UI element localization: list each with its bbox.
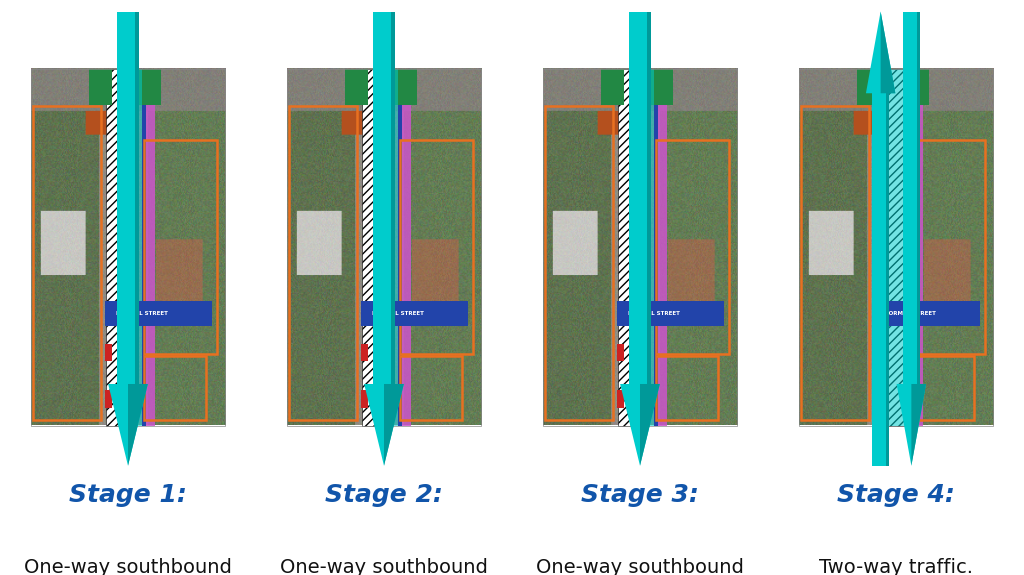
Bar — [104, 390, 113, 408]
Polygon shape — [128, 384, 147, 466]
Text: Stage 3:: Stage 3: — [581, 483, 699, 507]
Bar — [345, 69, 369, 105]
Bar — [906, 69, 929, 105]
Bar — [105, 69, 137, 426]
Bar — [143, 140, 217, 354]
Bar — [135, 12, 139, 384]
Polygon shape — [109, 384, 147, 466]
Bar — [118, 69, 141, 426]
Bar — [399, 140, 473, 354]
Bar — [145, 69, 156, 426]
Bar — [543, 69, 737, 426]
Bar — [397, 69, 402, 426]
Bar — [886, 93, 889, 466]
Bar — [104, 301, 212, 325]
Bar — [143, 355, 206, 420]
Bar — [873, 69, 905, 426]
Text: NORMAL STREET: NORMAL STREET — [116, 310, 168, 316]
Bar — [375, 69, 397, 426]
Bar — [799, 69, 993, 426]
Bar — [33, 106, 101, 420]
Bar — [655, 140, 729, 354]
Bar — [616, 390, 625, 408]
Bar — [801, 106, 869, 420]
Bar — [393, 69, 417, 105]
Bar — [911, 355, 974, 420]
Bar — [360, 301, 468, 325]
Text: NORMAL STREET: NORMAL STREET — [884, 310, 936, 316]
Bar — [872, 93, 889, 466]
Bar — [916, 12, 920, 384]
Bar — [911, 140, 985, 354]
Polygon shape — [365, 384, 403, 466]
Bar — [903, 12, 920, 384]
Bar — [616, 343, 625, 361]
Text: Stage 4:: Stage 4: — [837, 483, 955, 507]
Bar — [909, 69, 914, 426]
Bar — [653, 69, 658, 426]
Bar — [650, 69, 673, 105]
Bar — [872, 390, 881, 408]
Bar — [913, 69, 924, 426]
Text: NORMAL STREET: NORMAL STREET — [628, 310, 680, 316]
Bar — [401, 69, 412, 426]
Bar — [117, 12, 139, 384]
Bar — [630, 69, 653, 426]
Bar — [657, 69, 668, 426]
Bar — [872, 343, 881, 361]
Bar — [89, 69, 113, 105]
Text: NORMAL STREET: NORMAL STREET — [372, 310, 424, 316]
Polygon shape — [866, 12, 895, 93]
Text: One-way southbound: One-way southbound — [280, 558, 488, 575]
Text: One-way southbound: One-way southbound — [24, 558, 232, 575]
Bar — [287, 69, 481, 426]
Bar — [629, 12, 651, 384]
Text: Two-way traffic.: Two-way traffic. — [819, 558, 973, 575]
Polygon shape — [911, 384, 926, 466]
Bar — [617, 69, 649, 426]
Bar — [137, 69, 161, 105]
Bar — [104, 343, 113, 361]
Bar — [655, 355, 718, 420]
Bar — [872, 301, 980, 325]
Bar — [361, 69, 393, 426]
Bar — [545, 106, 613, 420]
Bar — [141, 69, 146, 426]
Polygon shape — [384, 384, 403, 466]
Polygon shape — [621, 384, 659, 466]
Polygon shape — [640, 384, 659, 466]
Bar — [391, 12, 395, 384]
Bar — [399, 355, 462, 420]
Bar — [857, 69, 881, 105]
Bar — [879, 69, 918, 426]
Bar — [616, 301, 724, 325]
Text: Stage 1:: Stage 1: — [69, 483, 187, 507]
Text: Stage 2:: Stage 2: — [325, 483, 443, 507]
Bar — [647, 12, 651, 384]
Bar — [360, 343, 369, 361]
Bar — [601, 69, 625, 105]
Bar — [289, 106, 357, 420]
Bar — [31, 69, 225, 426]
Polygon shape — [897, 384, 926, 466]
Bar — [360, 390, 369, 408]
Text: One-way southbound: One-way southbound — [536, 558, 744, 575]
Polygon shape — [881, 12, 895, 93]
Bar — [373, 12, 395, 384]
